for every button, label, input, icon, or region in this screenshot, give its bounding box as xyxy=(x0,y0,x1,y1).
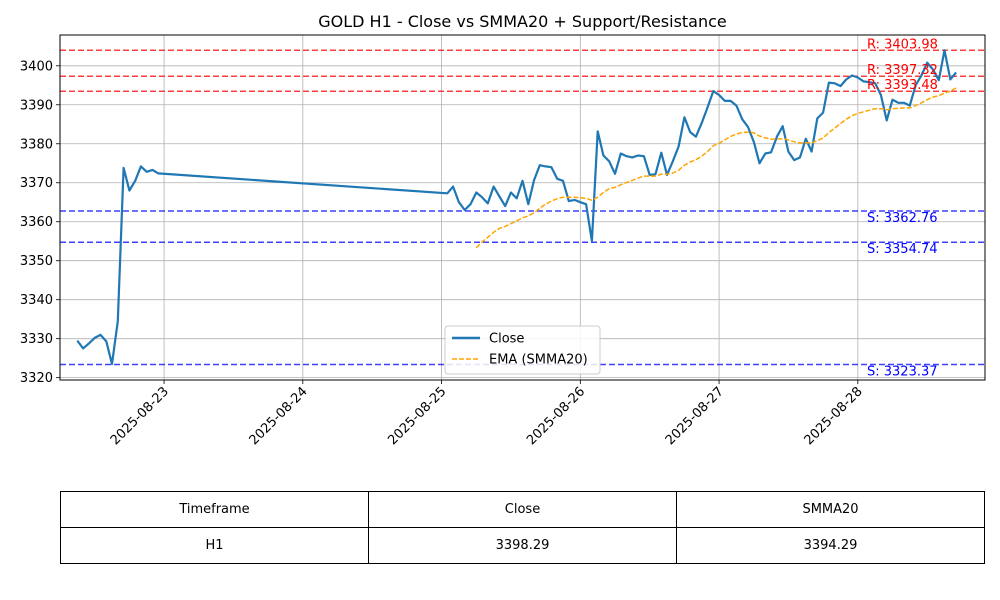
x-tick-label: 2025-08-24 xyxy=(247,384,311,448)
smma-series-line xyxy=(475,87,957,249)
table-cell: 3394.29 xyxy=(676,527,985,564)
y-tick-label: 3320 xyxy=(20,371,53,386)
legend-close-label: Close xyxy=(489,332,524,347)
support-label: S: 3362.76 xyxy=(867,211,938,226)
y-tick-label: 3370 xyxy=(20,176,53,191)
legend-box xyxy=(444,325,601,375)
x-tick-label: 2025-08-27 xyxy=(663,384,727,448)
table-header-row: Timeframe Close SMMA20 xyxy=(60,491,985,528)
y-tick-label: 3330 xyxy=(20,332,53,347)
level-labels: R: 3403.98 R: 3397.32R: 3393.48 S: 3362.76… xyxy=(867,37,938,379)
x-tick-label: 2025-08-26 xyxy=(524,384,588,448)
support-label: S: 3323.37 xyxy=(867,365,938,380)
y-tick-label: 3340 xyxy=(20,293,53,308)
x-tick-label: 2025-08-23 xyxy=(108,384,172,448)
table-header-cell: Close xyxy=(368,491,677,528)
y-tick-label: 3400 xyxy=(20,59,53,74)
y-tick-label: 3350 xyxy=(20,254,53,269)
series-lines xyxy=(76,49,957,366)
resistance-label: R: 3397.32 xyxy=(867,63,938,78)
plot-frame xyxy=(59,34,986,381)
table-row: H1 3398.29 3394.29 xyxy=(60,527,985,564)
y-tick-label: 3380 xyxy=(20,137,53,152)
table-header-cell: SMMA20 xyxy=(676,491,985,528)
support-resistance-lines xyxy=(60,49,985,366)
x-tick-label: 2025-08-25 xyxy=(385,384,449,448)
chart: 3320 3330 3340 3350 3360 3370 3380 3390 3400 2025… xyxy=(20,12,986,448)
legend: Close EMA (SMMA20) xyxy=(444,325,601,375)
axis-ticks: 3320 3330 3340 3350 3360 3370 3380 3390 3400 2025… xyxy=(20,59,866,448)
resistance-label: R: 3403.98 xyxy=(867,37,938,52)
support-label: S: 3354.74 xyxy=(867,242,938,257)
resistance-label: R: 3393.48 xyxy=(867,78,938,93)
chart-title: GOLD H1 - Close vs SMMA20 + Support/Resi… xyxy=(318,12,727,31)
y-tick-label: 3390 xyxy=(20,98,53,113)
table-cell: H1 xyxy=(60,527,369,564)
summary-table: Timeframe Close SMMA20 H1 3398.29 3394.2… xyxy=(60,491,985,564)
table-header-cell: Timeframe xyxy=(60,491,369,528)
legend-smma-label: EMA (SMMA20) xyxy=(489,353,588,368)
table-cell: 3398.29 xyxy=(368,527,677,564)
close-series-line xyxy=(76,49,957,366)
x-tick-label: 2025-08-28 xyxy=(802,384,866,448)
y-tick-label: 3360 xyxy=(20,215,53,230)
